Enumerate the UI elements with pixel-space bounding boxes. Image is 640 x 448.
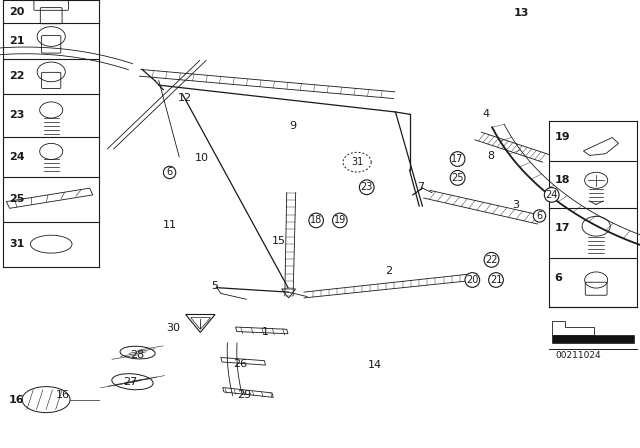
Text: 31: 31: [10, 239, 25, 249]
Text: 23: 23: [10, 110, 25, 121]
Text: 8: 8: [487, 151, 495, 161]
Text: 22: 22: [485, 255, 498, 265]
Text: 17: 17: [554, 224, 570, 233]
Text: 17: 17: [451, 154, 464, 164]
Text: 25: 25: [10, 194, 25, 204]
Text: 3: 3: [513, 200, 519, 210]
Text: 1: 1: [262, 327, 269, 337]
Text: 12: 12: [178, 93, 192, 103]
Text: 13: 13: [514, 8, 529, 17]
Text: 2: 2: [385, 266, 392, 276]
Text: 5: 5: [211, 281, 218, 291]
Text: 18: 18: [554, 175, 570, 185]
Text: 20: 20: [10, 7, 25, 17]
Text: 6: 6: [536, 211, 543, 221]
Text: 6: 6: [554, 273, 562, 283]
Text: 30: 30: [166, 323, 180, 333]
Text: 7: 7: [417, 182, 424, 192]
Text: 24: 24: [10, 152, 25, 162]
Text: 19: 19: [333, 215, 346, 225]
Text: 18: 18: [310, 215, 323, 225]
Text: 28: 28: [130, 350, 144, 360]
Text: 20: 20: [466, 275, 479, 285]
Text: 15: 15: [271, 236, 285, 246]
Text: 29: 29: [237, 390, 252, 400]
Text: 24: 24: [545, 190, 558, 200]
Text: 00211024: 00211024: [556, 351, 601, 360]
Text: 22: 22: [10, 71, 25, 82]
Text: 16: 16: [8, 395, 24, 405]
Text: 11: 11: [163, 220, 177, 230]
Text: 19: 19: [554, 132, 570, 142]
Text: 25: 25: [451, 173, 464, 183]
Text: 14: 14: [367, 360, 381, 370]
Text: 26: 26: [233, 359, 247, 369]
Text: 6: 6: [166, 168, 173, 177]
Text: 16: 16: [56, 390, 70, 400]
Text: 4: 4: [483, 109, 490, 119]
Text: 27: 27: [123, 377, 137, 387]
Bar: [552, 335, 634, 343]
Text: 10: 10: [195, 153, 209, 163]
Text: 21: 21: [490, 275, 502, 285]
Text: 9: 9: [289, 121, 297, 131]
Text: 31: 31: [351, 157, 364, 167]
Text: 21: 21: [10, 36, 25, 46]
Text: 23: 23: [360, 182, 373, 192]
